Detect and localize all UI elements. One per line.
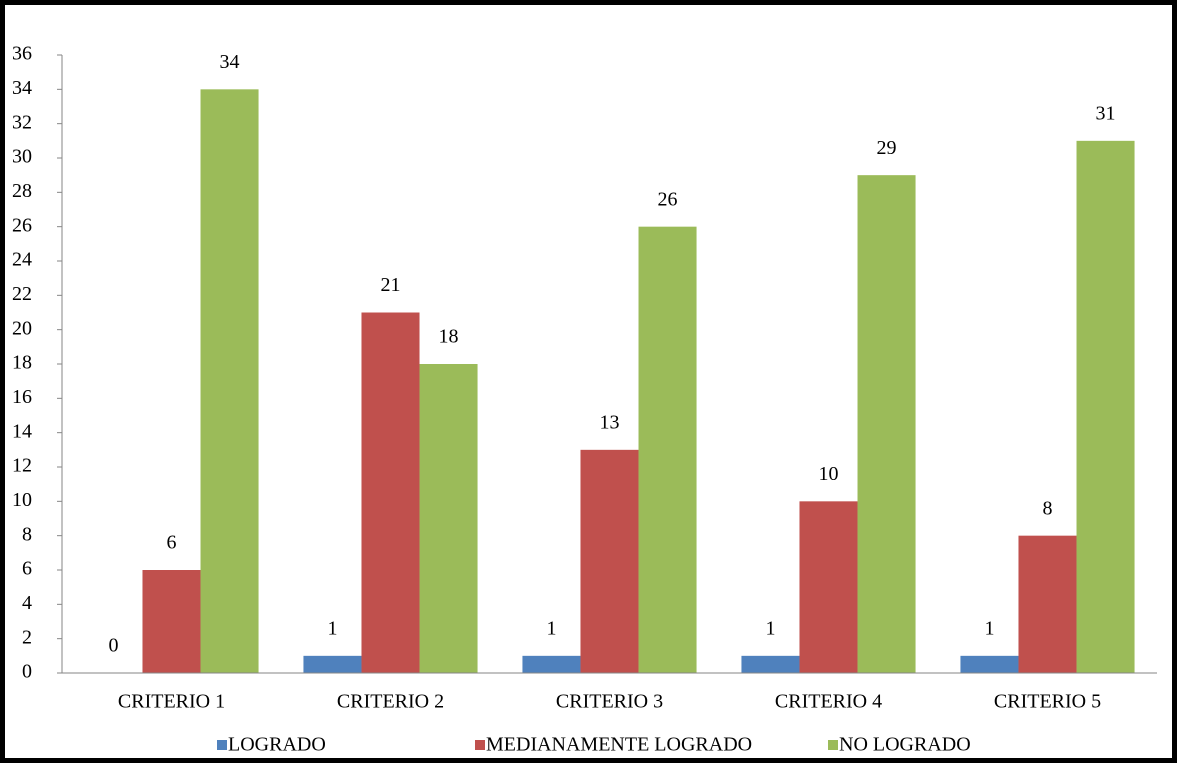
y-tick-label: 2 bbox=[22, 626, 32, 648]
y-tick-label: 6 bbox=[22, 558, 32, 580]
x-tick-label: CRITERIO 1 bbox=[118, 691, 225, 713]
value-label: 1 bbox=[765, 617, 775, 639]
x-tick-label: CRITERIO 5 bbox=[994, 691, 1101, 713]
value-label: 29 bbox=[877, 137, 897, 159]
bar bbox=[1018, 535, 1077, 673]
y-tick-label: 8 bbox=[22, 523, 32, 545]
legend-label: MEDIANAMENTE LOGRADO bbox=[486, 734, 752, 756]
x-tick-label: CRITERIO 4 bbox=[775, 691, 882, 713]
y-tick-label: 28 bbox=[12, 180, 32, 202]
y-tick-label: 10 bbox=[12, 489, 32, 511]
y-tick-label: 36 bbox=[12, 43, 32, 65]
value-label: 10 bbox=[819, 463, 839, 485]
bar bbox=[522, 655, 581, 673]
value-label: 18 bbox=[439, 326, 459, 348]
bar bbox=[419, 364, 478, 673]
y-tick-label: 24 bbox=[12, 249, 32, 271]
legend-swatch bbox=[475, 740, 485, 750]
value-label: 34 bbox=[220, 51, 240, 73]
y-tick-label: 16 bbox=[12, 386, 32, 408]
value-label: 6 bbox=[167, 532, 177, 554]
x-tick-label: CRITERIO 3 bbox=[556, 691, 663, 713]
bar bbox=[1076, 140, 1135, 674]
y-tick-label: 18 bbox=[12, 352, 32, 374]
y-tick-label: 4 bbox=[22, 592, 32, 614]
bar bbox=[580, 449, 639, 673]
bar bbox=[200, 89, 259, 674]
legend-label: LOGRADO bbox=[228, 734, 326, 756]
bar bbox=[799, 501, 858, 673]
legend-swatch bbox=[217, 740, 227, 750]
y-tick-label: 30 bbox=[12, 146, 32, 168]
y-tick-label: 34 bbox=[12, 77, 32, 99]
value-label: 1 bbox=[984, 617, 994, 639]
x-tick-label: CRITERIO 2 bbox=[337, 691, 444, 713]
y-tick-label: 26 bbox=[12, 214, 32, 236]
value-label: 13 bbox=[600, 411, 620, 433]
legend-label: NO LOGRADO bbox=[839, 734, 971, 756]
value-label: 1 bbox=[546, 617, 556, 639]
value-label: 1 bbox=[327, 617, 337, 639]
y-tick-label: 12 bbox=[12, 455, 32, 477]
value-label: 31 bbox=[1096, 102, 1116, 124]
value-label: 8 bbox=[1043, 497, 1053, 519]
y-tick-label: 20 bbox=[12, 317, 32, 339]
y-tick-label: 32 bbox=[12, 111, 32, 133]
value-label: 0 bbox=[108, 635, 118, 657]
y-tick-label: 14 bbox=[12, 420, 32, 442]
bar bbox=[638, 226, 697, 673]
legend-swatch bbox=[828, 740, 838, 750]
bar bbox=[142, 570, 201, 673]
y-tick-label: 0 bbox=[22, 661, 32, 683]
y-tick-label: 22 bbox=[12, 283, 32, 305]
bar bbox=[960, 655, 1019, 673]
bar bbox=[303, 655, 362, 673]
bar bbox=[361, 312, 420, 673]
bar bbox=[857, 175, 916, 673]
value-label: 21 bbox=[381, 274, 401, 296]
bar bbox=[741, 655, 800, 673]
value-label: 26 bbox=[658, 188, 678, 210]
